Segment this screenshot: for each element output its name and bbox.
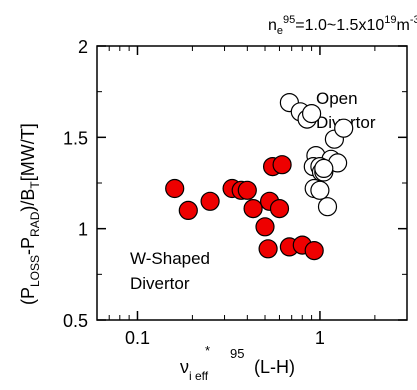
x-tick-label-0: 0.1: [125, 328, 150, 348]
data-markers: [165, 92, 354, 261]
title-sup-95: 95: [283, 14, 295, 26]
title-n: n: [268, 17, 277, 34]
data-point: [334, 118, 354, 138]
xlabel-sub: i eff: [189, 369, 209, 383]
ylabel-sub-t: T: [28, 181, 42, 189]
xlabel-tail: (L-H): [254, 357, 295, 377]
series-0: [279, 92, 354, 217]
data-point: [237, 180, 257, 200]
data-point: [272, 155, 292, 175]
y-tick-label-2: 1.5: [63, 128, 88, 148]
ylabel-open: (P: [18, 287, 38, 305]
title-unit-exp: -3: [410, 14, 417, 26]
x-axis-label: νi eff: [180, 357, 209, 383]
y-tick-label-0: 0.5: [63, 311, 88, 331]
ylabel-sub-rad: RAD: [28, 211, 42, 237]
ylabel-dash: -: [18, 249, 38, 255]
title-unit: m: [397, 17, 410, 34]
ylabel-p: P: [18, 237, 38, 249]
data-point: [310, 180, 330, 200]
y-tick-label-1: 1: [78, 220, 88, 240]
xlabel-star: *: [205, 343, 210, 358]
x-tick-label-1: 1: [315, 328, 325, 348]
ylabel-mid: )/B: [18, 189, 38, 212]
data-point: [314, 158, 334, 178]
title-exp-19: 19: [384, 14, 396, 26]
title-range: =1.0~1.5x10: [295, 17, 384, 34]
axis-ticks: 0.5 1 1.5 2 0.1 1: [63, 37, 407, 348]
w-shaped-label-line1: W-Shaped: [130, 249, 210, 268]
data-point: [269, 199, 290, 219]
data-point: [178, 200, 198, 220]
xlabel-sup-95: 95: [230, 346, 244, 361]
ylabel-sub-loss: LOSS: [28, 255, 42, 287]
data-point: [258, 239, 278, 259]
open-divertor-label-line1: Open: [316, 89, 358, 108]
w-shaped-label-line2: Divertor: [130, 274, 190, 293]
data-point: [302, 103, 322, 124]
series-1: [165, 155, 324, 261]
xlabel-nu: ν: [180, 357, 189, 377]
title-sub-e: e: [277, 25, 283, 37]
data-point: [243, 199, 263, 219]
y-tick-label-3: 2: [78, 37, 88, 57]
data-point: [165, 178, 185, 199]
data-point: [200, 191, 220, 211]
chart-title: ne95=1.0~1.5x1019m-3: [268, 14, 417, 37]
data-point: [304, 241, 324, 261]
data-point: [317, 197, 338, 217]
y-axis-label: (PLOSS-PRAD)/BT[MW/T]: [18, 123, 42, 305]
data-point: [255, 217, 275, 237]
ylabel-unit: [MW/T]: [18, 123, 38, 181]
